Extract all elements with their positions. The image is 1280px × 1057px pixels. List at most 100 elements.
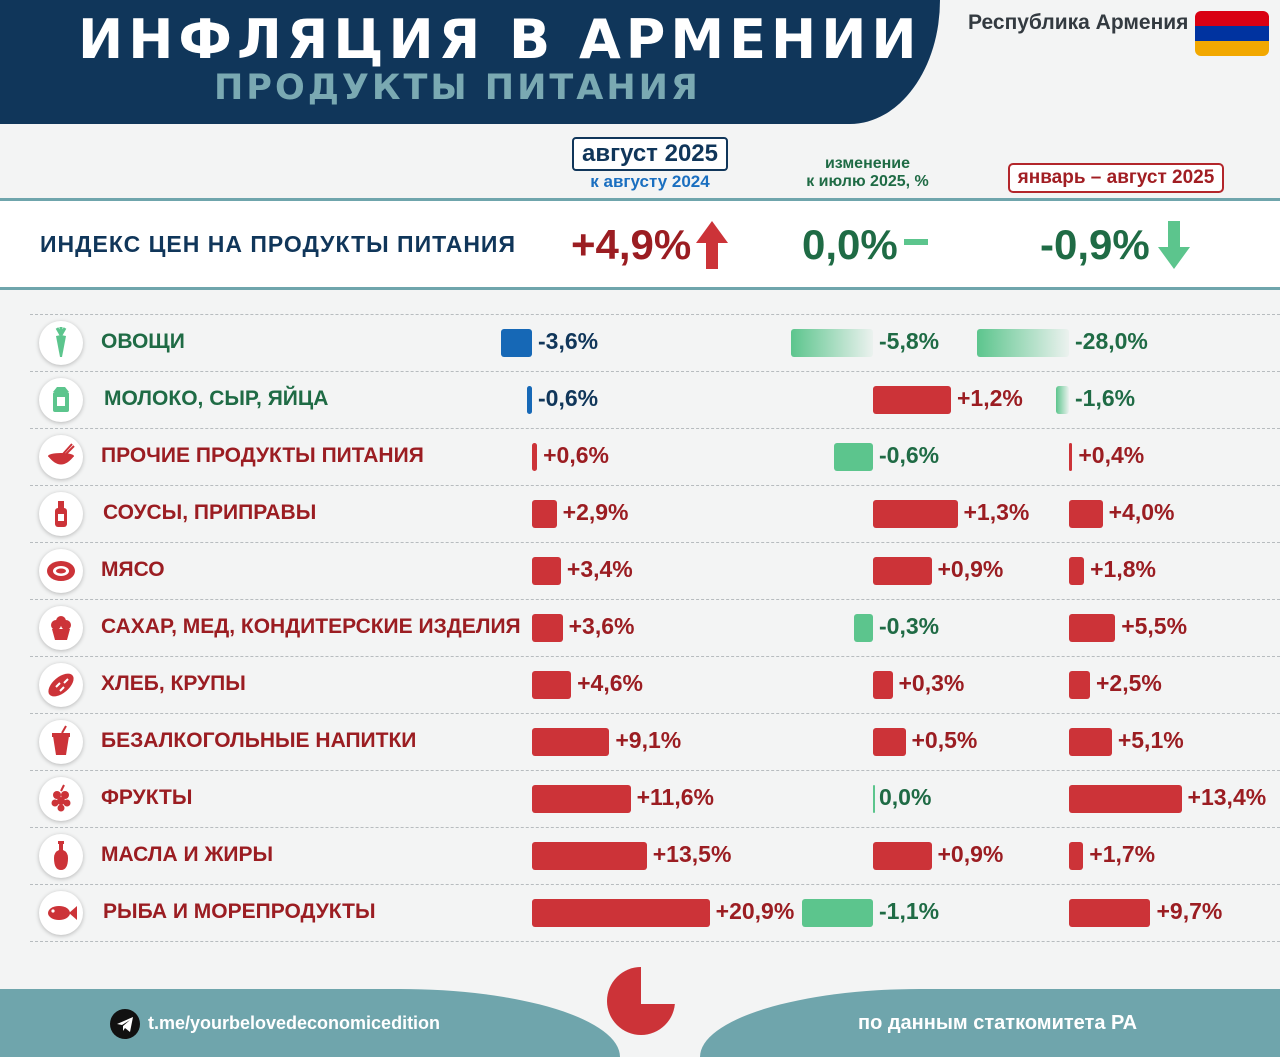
page-subtitle: ПРОДУКТЫ ПИТАНИЯ <box>214 68 701 108</box>
bar-series-2 <box>873 386 951 414</box>
bar-series-2 <box>873 842 932 870</box>
oil-bottle-icon <box>39 834 83 878</box>
value-label-series-2: +1,2% <box>957 385 1023 411</box>
value-label-series-2: -0,3% <box>879 613 940 639</box>
value-label-series-2: -0,6% <box>879 442 940 468</box>
row-separator <box>30 770 1280 771</box>
bar-series-1 <box>532 728 610 756</box>
value-label-series-3: -1,6% <box>1075 385 1136 411</box>
category-label: РЫБА И МОРЕПРОДУКТЫ <box>103 900 376 923</box>
bar-series-1 <box>532 443 538 471</box>
bar-series-3 <box>1069 443 1073 471</box>
sauce-bottle-icon <box>39 492 83 536</box>
value-label-series-3: +0,4% <box>1078 442 1145 468</box>
dash-icon <box>904 239 928 245</box>
bar-series-1 <box>532 671 572 699</box>
row-separator <box>30 884 1280 885</box>
col1-subtitle: к августу 2024 <box>590 172 710 191</box>
telegram-link[interactable]: t.me/yourbelovedeconomicedition <box>148 1013 441 1033</box>
armenia-flag-icon <box>1195 11 1269 56</box>
value-label-series-3: +1,8% <box>1090 556 1156 582</box>
page-title: ИНФЛЯЦИЯ В АРМЕНИИ <box>78 8 922 71</box>
value-label-series-1: +0,6% <box>543 442 609 468</box>
flag-stripe-blue <box>1195 26 1269 41</box>
value-label-series-2: -1,1% <box>879 898 940 924</box>
value-label-series-2: +1,3% <box>963 499 1030 525</box>
country-name: Республика Армения <box>968 11 1189 34</box>
logo-icon <box>607 966 677 1035</box>
value-label-series-2: +0,3% <box>898 670 965 696</box>
value-label-series-3: -28,0% <box>1075 328 1148 354</box>
value-label-series-3: +5,1% <box>1117 727 1184 753</box>
index-yoy-value: +4,9% <box>571 221 692 268</box>
col3-title: январь – август 2025 <box>1008 163 1224 193</box>
value-label-series-1: +3,6% <box>568 613 635 639</box>
bread-icon <box>39 663 83 707</box>
row-separator <box>30 827 1280 828</box>
category-label: САХАР, МЕД, КОНДИТЕРСКИЕ ИЗДЕЛИЯ <box>101 615 521 638</box>
bar-series-2 <box>834 443 873 471</box>
arrow-up-icon <box>696 221 728 269</box>
index-mom-value: 0,0% <box>802 221 898 268</box>
value-label-series-2: -5,8% <box>879 328 940 354</box>
bar-series-1 <box>532 785 631 813</box>
soda-cup-icon <box>39 720 83 764</box>
bar-series-3 <box>1069 842 1084 870</box>
bar-series-2 <box>791 329 873 357</box>
row-separator <box>30 656 1280 657</box>
value-label-series-1: -0,6% <box>538 385 599 411</box>
bar-series-2 <box>873 785 875 813</box>
category-label: ХЛЕБ, КРУПЫ <box>101 672 246 695</box>
milk-carton-icon <box>39 378 83 422</box>
footer-left-band <box>0 989 620 1057</box>
arrow-down-icon <box>1158 221 1190 269</box>
row-separator <box>30 428 1280 429</box>
steak-icon <box>39 549 83 593</box>
index-label: ИНДЕКС ЦЕН НА ПРОДУКТЫ ПИТАНИЯ <box>40 231 516 257</box>
value-label-series-3: +5,5% <box>1121 613 1188 639</box>
bar-series-3 <box>1069 557 1085 585</box>
bar-series-3 <box>1069 785 1182 813</box>
index-ytd-value: -0,9% <box>1040 221 1150 268</box>
value-label-series-1: +11,6% <box>636 784 714 810</box>
value-label-series-2: 0,0% <box>879 784 932 810</box>
col2-title-line1: изменение <box>824 155 911 172</box>
bar-series-3 <box>1069 728 1112 756</box>
bar-series-1 <box>526 386 532 414</box>
header-band <box>0 0 940 124</box>
row-separator <box>30 371 1280 372</box>
value-label-series-1: +2,9% <box>562 499 629 525</box>
value-label-series-1: +9,1% <box>615 727 682 753</box>
food-price-index-row: ИНДЕКС ЦЕН НА ПРОДУКТЫ ПИТАНИЯ +4,9% 0,0… <box>0 198 1280 290</box>
value-label-series-2: +0,9% <box>937 841 1004 867</box>
bar-series-1 <box>501 329 532 357</box>
value-label-series-3: +1,7% <box>1089 841 1156 867</box>
row-separator <box>30 599 1280 600</box>
value-label-series-2: +0,9% <box>937 556 1004 582</box>
bar-series-3 <box>1069 500 1103 528</box>
value-label-series-2: +0,5% <box>911 727 978 753</box>
bar-series-3 <box>1069 671 1090 699</box>
category-label: ФРУКТЫ <box>101 786 193 809</box>
category-label: МЯСО <box>101 558 165 581</box>
telegram-icon <box>110 1009 140 1039</box>
row-separator <box>30 485 1280 486</box>
bar-series-3 <box>1055 386 1069 414</box>
category-label: БЕЗАЛКОГОЛЬНЫЕ НАПИТКИ <box>101 729 417 752</box>
row-separator <box>30 713 1280 714</box>
bar-series-2 <box>873 557 932 585</box>
data-source: по данным статкомитета РА <box>858 1012 1138 1034</box>
value-label-series-3: +2,5% <box>1096 670 1162 696</box>
value-label-series-3: +4,0% <box>1108 499 1175 525</box>
carrot-icon <box>39 321 83 365</box>
bar-series-3 <box>977 329 1069 357</box>
flag-stripe-orange <box>1195 41 1269 56</box>
row-separator <box>30 542 1280 543</box>
bar-series-2 <box>853 614 873 642</box>
value-label-series-3: +9,7% <box>1156 898 1223 924</box>
bar-series-1 <box>532 500 557 528</box>
category-label: МАСЛА И ЖИРЫ <box>101 843 274 866</box>
bar-series-1 <box>532 842 647 870</box>
fish-icon <box>39 891 83 935</box>
row-separator <box>30 314 1280 315</box>
